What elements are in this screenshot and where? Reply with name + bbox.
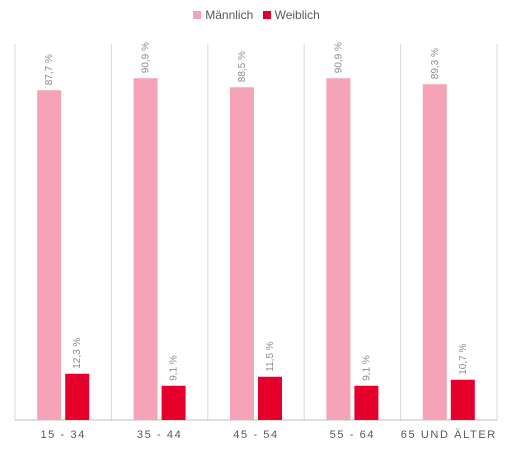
data-label-maennlich: 90,9 % <box>141 42 152 73</box>
bar-weiblich <box>161 385 186 420</box>
bar-maennlich <box>230 87 254 421</box>
data-label-maennlich: 89,3 % <box>430 48 441 79</box>
bar-weiblich <box>354 385 379 420</box>
legend-item-maennlich: Männlich <box>193 8 253 22</box>
bar-maennlich <box>37 90 62 421</box>
data-label-maennlich: 87,7 % <box>44 54 55 85</box>
legend-label-weiblich: Weiblich <box>274 8 320 22</box>
legend-item-weiblich: Weiblich <box>262 8 320 22</box>
bar-weiblich <box>65 373 90 420</box>
bar-weiblich <box>450 379 475 420</box>
x-tick-label: 45 - 54 <box>233 429 278 441</box>
legend-label-maennlich: Männlich <box>205 8 254 22</box>
bar-maennlich <box>326 78 351 420</box>
data-label-weiblich: 9,1 % <box>169 355 180 381</box>
bar-maennlich <box>422 84 447 421</box>
x-tick-label: 35 - 44 <box>137 429 182 441</box>
data-label-weiblich: 11,5 % <box>265 341 276 371</box>
x-tick-label: 55 - 64 <box>330 429 375 441</box>
data-label-weiblich: 9,1 % <box>361 355 372 381</box>
legend-swatch-weiblich <box>262 11 271 19</box>
x-tick-label: 15 - 34 <box>40 429 85 441</box>
bar-weiblich <box>258 376 282 420</box>
data-label-weiblich: 10,7 % <box>458 344 469 375</box>
bar-maennlich <box>133 78 158 420</box>
data-label-weiblich: 12,3 % <box>72 338 83 369</box>
legend: Männlich Weiblich <box>0 8 513 22</box>
data-label-maennlich: 88,5 % <box>237 51 248 82</box>
legend-swatch-maennlich <box>193 11 202 19</box>
data-label-maennlich: 90,9 % <box>333 42 344 73</box>
x-tick-label: 65 UND ÄLTER <box>401 429 497 441</box>
